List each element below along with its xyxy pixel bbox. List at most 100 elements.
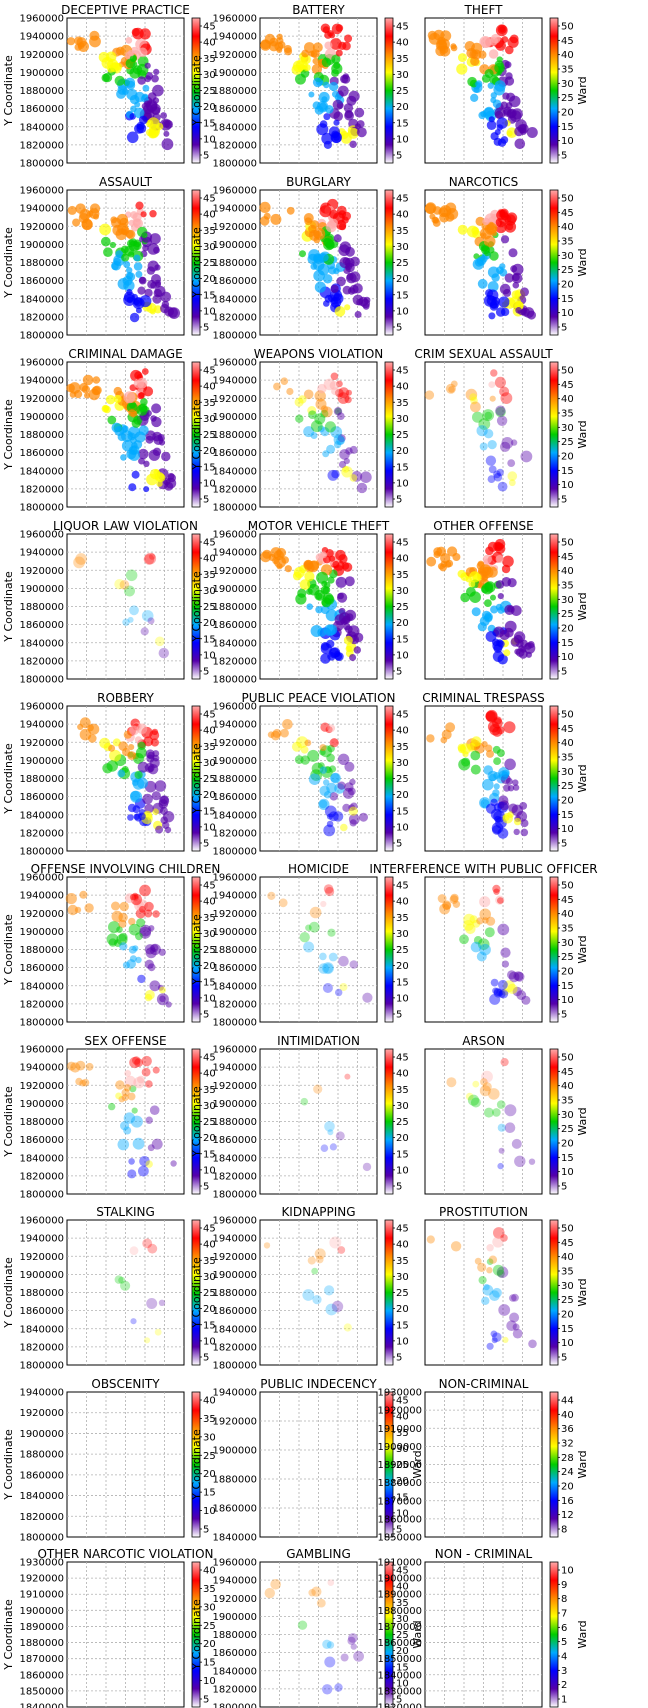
scatter-point (109, 62, 120, 73)
colorbar-tick-label: 6 (561, 1623, 567, 1634)
scatter-point (151, 1138, 163, 1150)
y-tick-label: 1940000 (19, 548, 64, 559)
scatter-point (286, 387, 294, 396)
y-tick-label: 1960000 (19, 14, 64, 25)
panel-21: ARSON 50 45 40 35 30 25 20 15 10 5 Ward (424, 1034, 589, 1195)
colorbar-tick-label: 40 (561, 738, 574, 749)
scatter-point (496, 749, 505, 758)
scatter-point (141, 1067, 151, 1077)
scatter-point (345, 645, 353, 653)
y-tick-label: 1820000 (212, 1171, 257, 1182)
scatter-point (490, 1330, 498, 1338)
scatter-point (119, 901, 129, 912)
panel-24: PROSTITUTION 50 45 40 35 30 25 20 15 10 5 Ward (424, 1205, 589, 1366)
scatter-point (433, 547, 443, 556)
y-tick-label: 1920000 (212, 394, 257, 405)
colorbar (384, 1219, 394, 1366)
panel-title: THEFT (464, 3, 504, 17)
scatter-point (127, 1092, 136, 1101)
scatter-point (144, 100, 151, 108)
colorbar-tick-label: 5 (561, 323, 567, 334)
colorbar-tick-label: 15 (561, 1324, 574, 1335)
scatter-point (500, 307, 510, 317)
scatter-point (486, 1342, 494, 1350)
scatter-point (492, 1264, 504, 1276)
scatter-point (99, 223, 111, 236)
colorbar-tick-label: 20 (561, 967, 574, 978)
scatter-point (137, 76, 146, 85)
scatter-point (321, 406, 333, 418)
scatter-point (316, 123, 329, 136)
panel-title: ASSAULT (99, 175, 153, 189)
scatter-point (139, 295, 152, 308)
scatter-point (307, 583, 320, 596)
colorbar-tick-label: 45 (396, 22, 409, 33)
y-tick-label: 1920000 (212, 50, 257, 61)
scatter-point (126, 289, 133, 296)
colorbar-tick-label: 15 (396, 118, 409, 129)
scatter-point (85, 1062, 94, 1071)
y-tick-label: 1940000 (212, 1576, 257, 1587)
y-axis-label: Y Coordinate (2, 399, 15, 471)
scatter-point (344, 782, 354, 792)
scatter-point (489, 395, 496, 402)
scatter-point (145, 72, 154, 80)
scatter-point (132, 1056, 141, 1065)
scatter-point (499, 26, 506, 33)
scatter-point (307, 406, 317, 415)
scatter-point (335, 1131, 345, 1141)
scatter-point (487, 266, 500, 278)
scatter-point (325, 609, 338, 622)
scatter-point (332, 99, 343, 111)
scatter-point (89, 35, 101, 48)
scatter-point (137, 47, 148, 58)
y-tick-label: 1940000 (19, 32, 64, 43)
scatter-point (317, 383, 327, 394)
scatter-point (520, 450, 533, 463)
scatter-point (334, 306, 346, 317)
y-tick-label: 1880000 (212, 945, 257, 956)
scatter-point (138, 1165, 149, 1177)
colorbar-tick-label: 40 (203, 554, 216, 565)
scatter-point (342, 615, 351, 625)
scatter-point (481, 1070, 493, 1083)
colorbar-tick-label: 50 (561, 1224, 574, 1235)
scatter-point (504, 1122, 516, 1133)
y-tick-label: 1800000 (19, 1361, 64, 1372)
colorbar-tick-label: 45 (561, 552, 574, 563)
scatter-point (473, 86, 480, 93)
scatter-point (338, 955, 349, 967)
colorbar-tick-label: 20 (561, 452, 574, 463)
scatter-point (89, 203, 101, 214)
y-tick-label: 1840000 (212, 122, 257, 133)
scatter-point (474, 1257, 482, 1265)
scatter-point (127, 803, 137, 813)
scatter-point (155, 825, 164, 834)
scatter-point (299, 250, 306, 258)
y-tick-label: 1910000 (19, 1590, 64, 1601)
colorbar-tick-label: 35 (203, 1584, 216, 1595)
colorbar-tick-label: 35 (396, 570, 409, 581)
scatter-point (495, 406, 506, 418)
scatter-point (143, 736, 154, 747)
scatter-point (159, 806, 168, 815)
scatter-point (463, 913, 475, 926)
scatter-point (158, 1299, 166, 1307)
scatter-point (325, 240, 335, 250)
colorbar-tick-label: 40 (396, 38, 409, 49)
scatter-point (481, 585, 489, 594)
y-tick-label: 1920000 (19, 222, 64, 233)
colorbar-tick-label: 45 (203, 1224, 216, 1235)
scatter-point (338, 460, 347, 469)
panel-27: NON-CRIMINAL 1930000 1920000 1910000 1900000… (377, 1377, 589, 1544)
scatter-point (150, 415, 157, 422)
scatter-point (335, 988, 343, 997)
colorbar-tick-label: 30 (203, 586, 216, 597)
scatter-point (320, 1144, 329, 1152)
scatter-point (270, 730, 281, 741)
scatter-point (334, 614, 346, 626)
colorbar-tick-label: 5 (396, 495, 402, 506)
scatter-point (284, 47, 293, 56)
y-axis-label: Y Coordinate (2, 1257, 15, 1329)
scatter-point (72, 218, 81, 227)
